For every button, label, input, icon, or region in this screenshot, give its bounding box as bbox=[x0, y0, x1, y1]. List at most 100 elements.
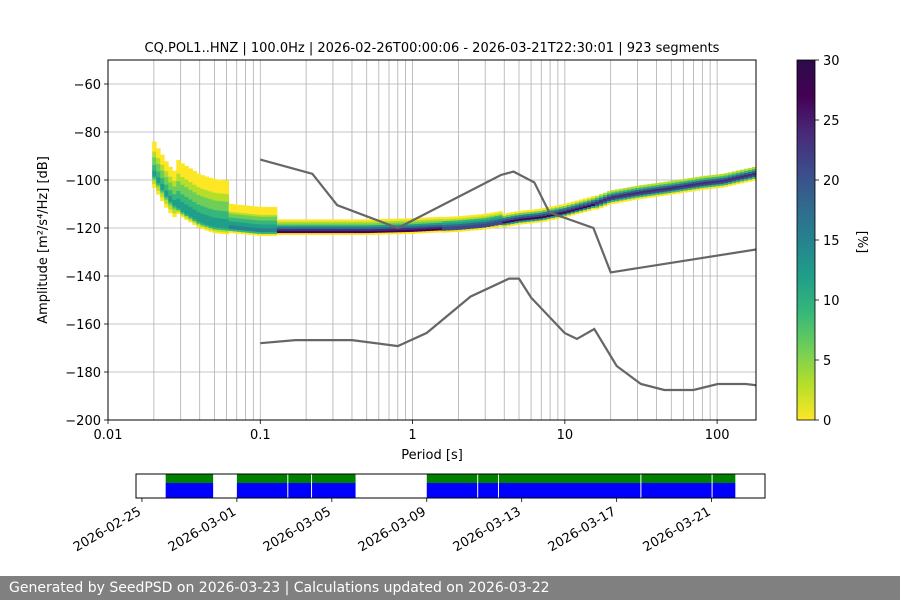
heatmap-cell bbox=[220, 231, 226, 234]
heatmap-cell bbox=[667, 183, 672, 186]
heatmap-cell bbox=[244, 230, 250, 233]
heatmap-cell bbox=[582, 202, 588, 205]
heatmap-cell bbox=[735, 176, 741, 179]
heatmap-cell bbox=[244, 209, 250, 212]
heatmap-cell bbox=[381, 226, 387, 229]
heatmap-cell bbox=[196, 215, 201, 218]
heatmap-cell bbox=[232, 208, 238, 211]
y-axis-ticks: −200−180−160−140−120−100−80−60 bbox=[65, 78, 108, 429]
heatmap-cell bbox=[611, 199, 616, 202]
heatmap-cell bbox=[329, 227, 334, 230]
heatmap-cell bbox=[353, 221, 358, 224]
heatmap-cell bbox=[554, 207, 560, 210]
heatmap-cell bbox=[220, 226, 226, 229]
heatmap-cell bbox=[224, 184, 230, 187]
heatmap-cell bbox=[389, 228, 395, 231]
heatmap-cell bbox=[607, 195, 612, 198]
heatmap-cell bbox=[711, 174, 717, 178]
heatmap-cell bbox=[470, 216, 475, 220]
heatmap-cell bbox=[421, 229, 427, 232]
heatmap-cell bbox=[196, 202, 201, 205]
heatmap-cell bbox=[289, 223, 294, 226]
heatmap-cell bbox=[200, 203, 205, 207]
heatmap-cell bbox=[349, 219, 354, 222]
heatmap-cell bbox=[325, 223, 330, 226]
heatmap-cell bbox=[655, 194, 660, 197]
heatmap-cell bbox=[176, 200, 181, 203]
heatmap-cell bbox=[188, 189, 193, 192]
y-tick-label: −160 bbox=[65, 318, 101, 333]
heatmap-cell bbox=[301, 219, 306, 222]
heatmap-cell bbox=[498, 211, 503, 214]
heatmap-cell bbox=[433, 220, 439, 223]
heatmap-cell bbox=[522, 212, 527, 215]
heatmap-cell bbox=[502, 219, 507, 222]
heatmap-cell bbox=[244, 226, 250, 229]
heatmap-cell bbox=[397, 230, 403, 233]
heatmap-cell bbox=[244, 232, 250, 235]
heatmap-cell bbox=[212, 192, 217, 195]
heatmap-cell bbox=[719, 185, 725, 188]
heatmap-cell bbox=[268, 218, 274, 221]
heatmap-cell bbox=[655, 184, 660, 188]
heatmap-cell bbox=[204, 228, 209, 231]
heatmap-cell bbox=[651, 187, 656, 190]
heatmap-cell bbox=[401, 227, 407, 231]
heatmap-cell bbox=[168, 207, 173, 210]
heatmap-cell bbox=[212, 207, 217, 211]
heatmap-cell bbox=[212, 202, 217, 205]
heatmap-cell bbox=[180, 163, 185, 166]
heatmap-cell bbox=[256, 233, 262, 236]
heatmap-cell bbox=[152, 180, 157, 183]
heatmap-cell bbox=[550, 215, 556, 219]
heatmap-cell bbox=[615, 199, 620, 202]
heatmap-cell bbox=[220, 185, 226, 188]
heatmap-cell bbox=[731, 173, 737, 176]
heatmap-cell bbox=[582, 206, 588, 209]
heatmap-cell bbox=[385, 220, 391, 223]
heatmap-cell bbox=[623, 197, 628, 200]
heatmap-cell bbox=[224, 218, 230, 221]
data-availability-timeline: 2026-02-25 2026-03-01 2026-03-05 2026-03-09… bbox=[71, 473, 766, 555]
heatmap-cell bbox=[248, 217, 254, 220]
heatmap-cell bbox=[458, 218, 463, 221]
heatmap-cell bbox=[264, 229, 270, 233]
heatmap-cell bbox=[498, 222, 503, 225]
heatmap-cell bbox=[317, 232, 322, 236]
heatmap-cell bbox=[192, 182, 197, 185]
heatmap-cell bbox=[156, 167, 161, 170]
heatmap-cell bbox=[478, 214, 483, 217]
heatmap-cell bbox=[200, 211, 205, 214]
heatmap-cell bbox=[389, 232, 395, 235]
heatmap-cell bbox=[220, 227, 226, 231]
heatmap-cell bbox=[200, 180, 205, 184]
heatmap-cell bbox=[377, 226, 383, 229]
heatmap-cell bbox=[389, 220, 395, 223]
heatmap-cell bbox=[184, 204, 189, 207]
heatmap-cell bbox=[711, 182, 717, 185]
heatmap-cell bbox=[325, 230, 330, 234]
heatmap-cell bbox=[393, 220, 399, 223]
heatmap-cell bbox=[236, 212, 242, 215]
heatmap-cell bbox=[518, 222, 523, 225]
heatmap-cell bbox=[611, 190, 616, 193]
heatmap-cell bbox=[285, 232, 290, 236]
heatmap-cell bbox=[611, 193, 616, 197]
heatmap-cell bbox=[743, 170, 749, 173]
heatmap-cell bbox=[196, 179, 201, 182]
heatmap-cell bbox=[196, 211, 201, 215]
timeline-tick-label: 2026-03-13 bbox=[451, 504, 524, 555]
heatmap-cell bbox=[715, 176, 721, 179]
heatmap-cell bbox=[494, 215, 499, 218]
heatmap-cell bbox=[220, 183, 226, 186]
heatmap-cell bbox=[433, 222, 439, 225]
heatmap-cell bbox=[357, 232, 362, 236]
heatmap-cell bbox=[260, 214, 266, 217]
heatmap-cell bbox=[236, 225, 242, 229]
heatmap-cell bbox=[506, 218, 511, 221]
heatmap-cell bbox=[164, 190, 169, 193]
heatmap-cell bbox=[409, 231, 415, 234]
heatmap-cell bbox=[220, 193, 226, 196]
heatmap-cell bbox=[272, 212, 278, 215]
heatmap-cell bbox=[156, 177, 161, 180]
